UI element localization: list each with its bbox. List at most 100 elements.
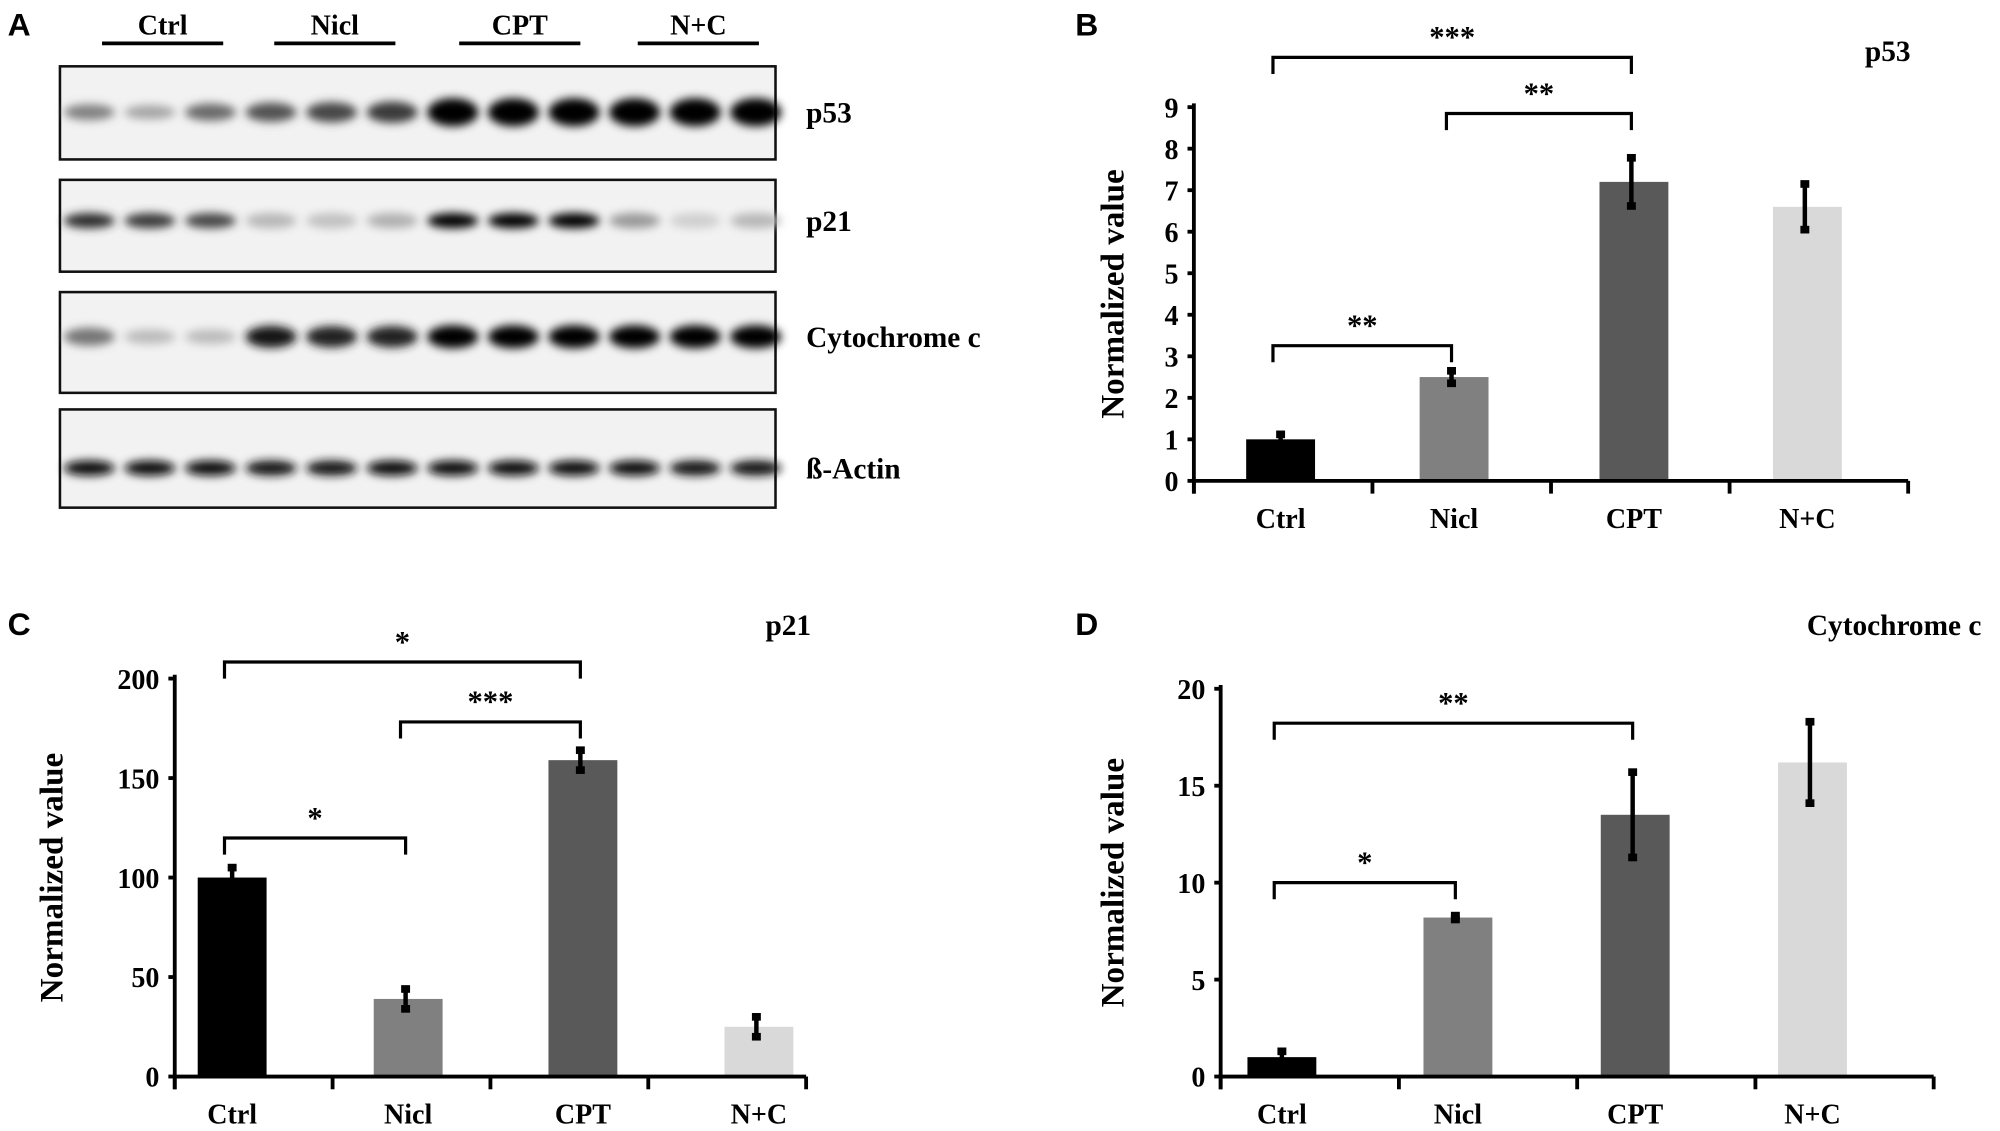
- blot-band: [427, 325, 479, 349]
- blot-band: [124, 105, 176, 120]
- blot-band: [487, 98, 539, 127]
- blot-band: [730, 460, 782, 476]
- y-tick-label: 5: [1165, 259, 1179, 290]
- x-tick-label: Nicl: [384, 1100, 432, 1125]
- y-tick-label: 200: [117, 665, 159, 696]
- chart-panel-c: 0 50 100 150 200 Ctrl Nicl CPT N+C Normalized val…: [34, 610, 812, 1131]
- blot-band: [548, 213, 600, 229]
- significance-label: *: [1357, 845, 1372, 879]
- chart-panel-d: 0 5 10 15 20 Ctrl Nicl CPT N+C Normalized value Cy…: [1095, 610, 1982, 1131]
- blot-strip: [58, 290, 777, 395]
- y-tick-label: 8: [1165, 135, 1179, 166]
- blot-band: [548, 460, 600, 476]
- y-axis-label: Normalized value: [34, 753, 71, 1003]
- x-tick-label: Nicl: [1434, 1100, 1482, 1125]
- significance-bracket: [1271, 55, 1633, 74]
- error-cap-bottom: [575, 766, 585, 774]
- x-tick-label: N+C: [1784, 1100, 1841, 1125]
- bar-nicl: [1423, 917, 1493, 1077]
- blot-band: [609, 325, 661, 349]
- error-cap-top: [1626, 153, 1636, 162]
- x-tick-label: CPT: [555, 1100, 611, 1125]
- blot-band: [63, 213, 115, 229]
- blot-band: [609, 98, 661, 127]
- y-tick-label: 6: [1165, 218, 1179, 249]
- blot-band: [63, 460, 115, 476]
- blot-band: [609, 213, 661, 229]
- blot-band: [427, 213, 479, 229]
- error-cap-top: [401, 985, 411, 993]
- blot-band: [669, 213, 721, 229]
- error-cap-bottom: [1450, 915, 1460, 924]
- blot-band: [730, 213, 782, 229]
- blot-strip: [58, 408, 777, 509]
- blot-band: [124, 329, 176, 345]
- significance-bracket: [222, 836, 408, 855]
- error-cap-top: [1805, 717, 1815, 726]
- y-tick-label: 2: [1165, 384, 1179, 415]
- y-tick-label: 4: [1165, 301, 1179, 332]
- blot-band: [669, 325, 721, 349]
- x-tick-label: N+C: [1779, 504, 1836, 535]
- error-cap-top: [1277, 1047, 1287, 1056]
- error-cap-top: [575, 746, 585, 755]
- significance-bracket: [398, 720, 582, 739]
- y-axis-label: Normalized value: [1095, 758, 1132, 1008]
- blot-band: [124, 460, 176, 476]
- panel-letter-b: B: [1075, 7, 1098, 43]
- bar-cpt: [548, 760, 618, 1077]
- blot-band: [63, 104, 115, 121]
- y-tick-label: 100: [117, 864, 159, 895]
- blot-band: [124, 213, 176, 229]
- blot-band: [669, 98, 721, 127]
- error-cap-bottom: [401, 1005, 411, 1013]
- blot-band: [245, 460, 297, 476]
- blot-band: [245, 325, 297, 348]
- blot-band: [245, 213, 297, 229]
- x-tick-label: CPT: [1606, 504, 1662, 535]
- blot-band: [669, 460, 721, 476]
- blot-band: [427, 98, 479, 127]
- bar-nicl: [1419, 377, 1489, 481]
- bar-n-c: [1778, 762, 1847, 1077]
- y-tick-label: 15: [1177, 772, 1205, 803]
- blot-band: [306, 326, 358, 348]
- lane-group-label: Nicl: [311, 10, 359, 41]
- significance-bracket: [222, 660, 582, 679]
- blot-band: [184, 103, 236, 121]
- blot-band: [487, 460, 539, 476]
- blot-band: [306, 460, 358, 476]
- error-cap-bottom: [1447, 379, 1456, 388]
- blot-band: [487, 213, 539, 229]
- x-tick-label: Nicl: [1430, 504, 1478, 535]
- significance-label: **: [1524, 76, 1555, 110]
- y-tick-label: 10: [1177, 869, 1205, 900]
- significance-bracket: [1444, 111, 1633, 131]
- panel-letter-a: A: [8, 7, 31, 43]
- y-tick-label: 150: [117, 764, 159, 795]
- lane-group-label: CPT: [492, 10, 548, 41]
- blot-band: [366, 213, 418, 229]
- x-tick-label: CPT: [1607, 1100, 1663, 1125]
- error-cap-top: [1276, 430, 1286, 439]
- bar-cpt: [1599, 181, 1669, 481]
- y-tick-label: 3: [1165, 342, 1179, 373]
- blot-band: [427, 460, 479, 476]
- significance-bracket: [1272, 721, 1635, 740]
- blot-band: [306, 102, 358, 123]
- significance-bracket: [1272, 881, 1457, 900]
- x-tick-label: Ctrl: [1257, 1100, 1307, 1125]
- y-tick-label: 0: [145, 1063, 159, 1094]
- blot-row-label: Cytochrome c: [806, 322, 981, 354]
- y-tick-label: 50: [131, 963, 159, 994]
- error-cap-bottom: [751, 1032, 761, 1041]
- error-cap-top: [227, 863, 237, 872]
- blot-band: [366, 460, 418, 476]
- error-cap-bottom: [1800, 225, 1810, 234]
- error-cap-top: [1450, 911, 1460, 920]
- chart-panel-b: 0 1 2 3 4 5 6 7 8 9 Ctrl Nicl CPT N+C Normalized value…: [1095, 20, 1911, 535]
- blot-band: [548, 98, 600, 127]
- y-tick-label: 0: [1191, 1063, 1205, 1094]
- x-tick-label: N+C: [731, 1100, 788, 1125]
